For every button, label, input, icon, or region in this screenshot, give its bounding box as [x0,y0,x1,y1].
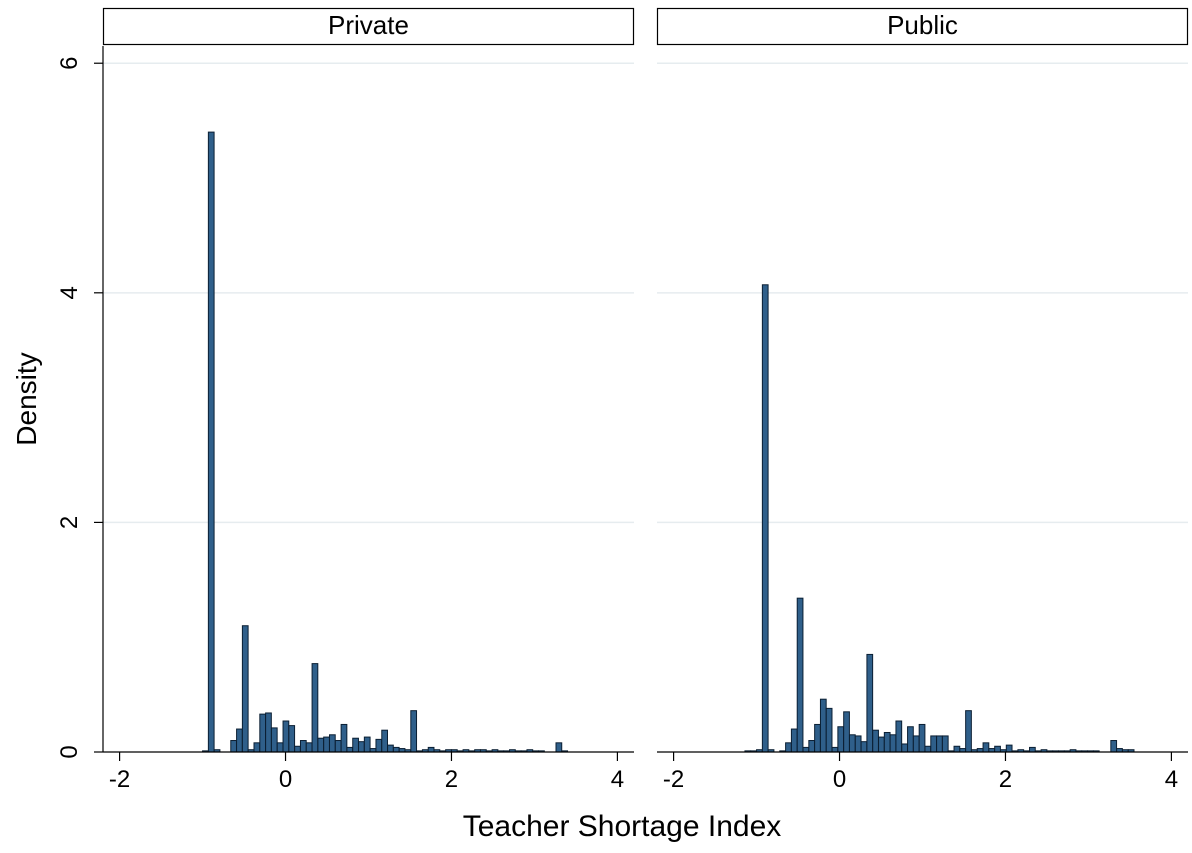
x-tick-label: 4 [611,766,624,793]
histogram-bar [387,744,394,753]
x-tick-label: 0 [279,766,292,793]
y-tick-label: 6 [56,57,83,70]
histogram-bar [848,734,856,753]
histogram-bar [241,625,249,753]
histogram-bar [276,742,284,753]
histogram-bar [265,712,272,753]
x-tick-label: -2 [109,766,130,793]
histogram-bar [819,698,827,753]
histogram-bar [860,741,868,753]
histogram-bar [311,663,319,753]
histogram-bar [323,736,330,753]
y-tick-label: 2 [56,516,83,529]
histogram-bar [837,726,845,753]
histogram-bar [802,746,810,753]
y-tick-label: 4 [56,286,83,299]
histogram-bar [936,735,943,753]
histogram-bar [358,741,365,753]
histogram-bar [907,726,914,753]
histogram-bar [889,734,897,753]
histogram-bar [872,729,879,753]
histogram-bar [901,743,908,753]
x-tick-label: 2 [999,766,1012,793]
histogram-bar [288,725,296,753]
histogram-bar [825,707,833,753]
histogram-bar [230,740,237,753]
x-tick-label: 4 [1165,766,1178,793]
histogram-bar [1029,746,1036,753]
histogram-bar [207,131,215,753]
panel-title-0: Private [328,10,409,40]
histogram-bar [918,723,926,753]
histogram-bar [883,731,891,753]
histogram-bar [796,597,804,753]
histogram-bar [808,740,816,753]
histogram-bar [363,736,371,753]
x-tick-label: 2 [445,766,458,793]
histogram-bar [854,735,862,753]
histogram-bar [375,738,383,753]
histogram-bar [761,284,769,753]
histogram-bar [1110,740,1118,753]
histogram-bar [866,653,874,753]
y-axis-title: Density [11,352,42,445]
histogram-bar [305,742,313,753]
histogram-bar [982,742,990,753]
histogram-bar [352,737,359,753]
histogram-bar [427,746,435,753]
histogram-bar [912,735,920,753]
histogram-bar [294,745,301,753]
histogram-bar [259,713,267,753]
histogram-bar [340,723,348,753]
histogram-bar [329,734,336,753]
histogram-bar [392,746,400,753]
histogram-bar [895,720,903,753]
histogram-bar [814,723,821,753]
histogram-bar [299,740,307,753]
histogram-bar [831,746,839,753]
histogram-bar [924,745,932,753]
y-tick-label: 0 [56,745,83,758]
histogram-bar [270,727,278,753]
histogram-bar [953,745,961,753]
x-axis-title: Teacher Shortage Index [463,810,782,843]
histogram-bar [381,729,388,753]
histogram-bar [878,736,885,753]
histogram-bar [346,746,354,753]
histogram-bar [555,742,563,753]
histogram-bar [253,742,261,753]
histogram-bar [843,711,850,753]
panel-strip-0 [102,7,635,46]
panel-strip-1 [656,7,1189,46]
histogram-bar [930,735,938,753]
x-tick-label: -2 [663,766,684,793]
histogram-bar [334,740,342,753]
histogram-bar [941,735,949,753]
panel-title-1: Public [887,10,958,40]
histogram-bar [790,728,798,753]
histogram-bar [236,728,243,753]
histogram-bar [1005,744,1013,753]
histogram-bar [282,720,290,753]
histogram-bar [410,710,418,753]
histogram-bar [994,745,1001,753]
x-tick-label: 0 [833,766,846,793]
histogram-bar [785,742,792,753]
histogram-bar [965,710,972,753]
histogram-bar [317,737,325,753]
